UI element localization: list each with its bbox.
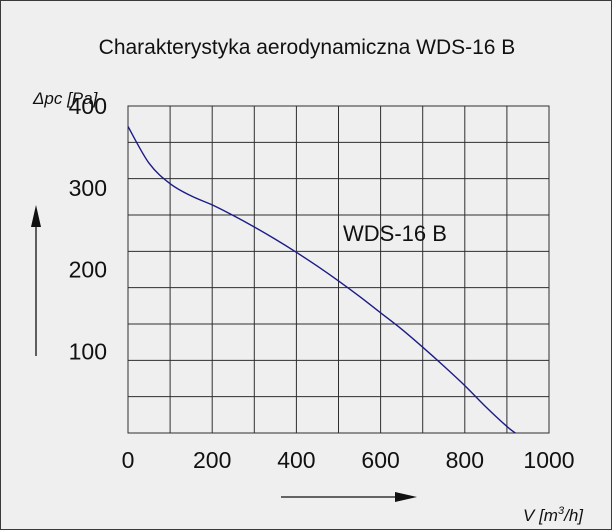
x-tick-label: 600 xyxy=(361,447,399,473)
y-tick-label: 200 xyxy=(69,257,107,283)
x-axis-arrow xyxy=(281,492,417,502)
x-tick-label: 800 xyxy=(446,447,484,473)
y-tick-label: 300 xyxy=(69,175,107,201)
x-tick-label: 1000 xyxy=(523,447,574,473)
series-layer xyxy=(127,126,516,434)
x-axis-label: V [m3/h] xyxy=(523,505,584,525)
series-label: WDS-16 B xyxy=(343,221,447,246)
y-axis-arrow xyxy=(31,205,41,356)
x-tick-label: 200 xyxy=(193,447,231,473)
chart-title: Charakterystyka aerodynamiczna WDS-16 B xyxy=(99,36,516,59)
x-tick-label: 400 xyxy=(277,447,315,473)
series-line xyxy=(127,126,516,434)
grid xyxy=(127,105,550,434)
y-tick-labels: 100 200 300 400 xyxy=(69,93,107,364)
y-tick-label: 400 xyxy=(69,93,107,119)
x-tick-labels: 0 200 400 600 800 1000 xyxy=(122,447,575,473)
y-axis-label: Δpc [Pa] xyxy=(32,89,99,108)
x-tick-label: 0 xyxy=(122,447,135,473)
y-tick-label: 100 xyxy=(69,338,107,364)
